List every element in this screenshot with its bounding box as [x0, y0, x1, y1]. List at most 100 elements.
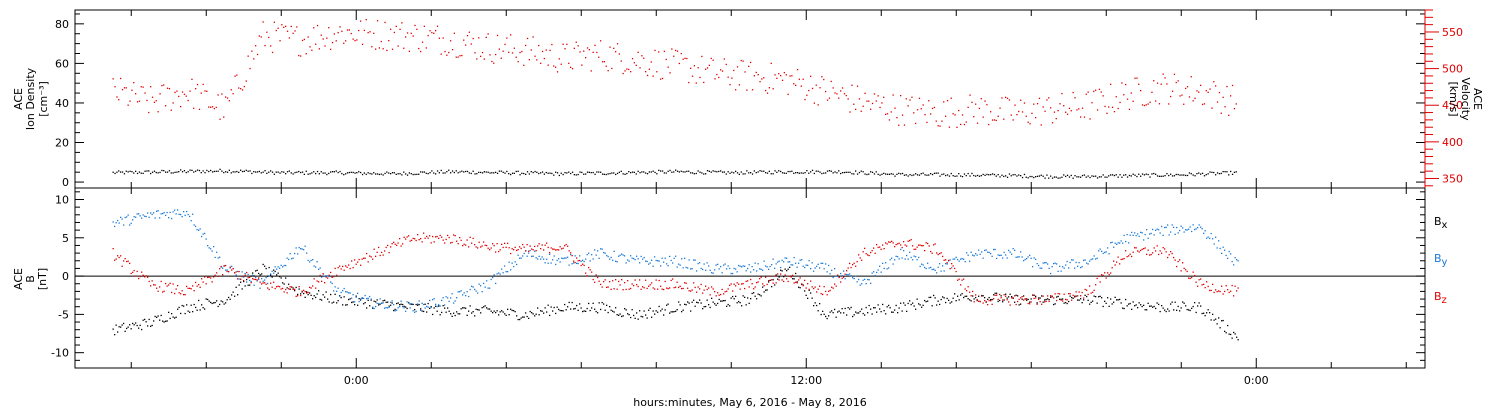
by-point-602 [1015, 256, 1017, 258]
velocity-point-309 [691, 75, 694, 77]
velocity-point-45 [196, 83, 199, 86]
bz-point-572 [970, 295, 972, 297]
velocity-point-301 [676, 50, 679, 52]
velocity-point-144 [382, 48, 384, 50]
by-point-445 [780, 266, 782, 269]
bx-point-284 [538, 314, 540, 316]
bx-point-662 [1105, 302, 1107, 304]
density-point-425 [909, 174, 911, 176]
bz-point-454 [793, 282, 795, 284]
bx-point-618 [1039, 297, 1041, 299]
velocity-point-393 [849, 111, 851, 113]
velocity-point-49 [204, 90, 206, 92]
bx-point-389 [696, 301, 698, 303]
density-point-486 [1023, 173, 1026, 176]
density-point-190 [468, 172, 470, 174]
by-point-174 [373, 307, 375, 310]
bz-point-110 [277, 285, 279, 287]
velocity-point-146 [386, 49, 388, 52]
by-point-119 [291, 258, 293, 260]
density-point-422 [903, 174, 906, 176]
density-point-180 [450, 172, 452, 174]
by-point-132 [310, 259, 312, 262]
bz-point-178 [379, 254, 381, 257]
bz-point-741 [1224, 290, 1226, 293]
velocity-point-564 [1170, 95, 1172, 98]
by-point-43 [177, 209, 179, 211]
bz-point-134 [313, 278, 315, 280]
bz-point-635 [1065, 298, 1067, 301]
by-point-546 [931, 268, 933, 271]
density-point-19 [148, 170, 150, 172]
bz-point-432 [760, 276, 762, 278]
velocity-point-95 [290, 25, 292, 28]
bz-point-527 [903, 241, 905, 243]
velocity-point-357 [781, 79, 784, 81]
by-point-648 [1084, 259, 1086, 261]
bz-point-700 [1162, 247, 1164, 249]
bx-point-386 [691, 301, 693, 303]
bz-point-476 [826, 294, 828, 296]
density-point-488 [1027, 177, 1029, 179]
bz-point-618 [1039, 301, 1041, 303]
velocity-point-588 [1215, 85, 1217, 87]
velocity-point-538 [1121, 82, 1123, 84]
bx-point-146 [331, 302, 333, 304]
by-point-352 [640, 255, 642, 258]
bx-point-56 [196, 309, 198, 311]
bz-point-310 [577, 260, 579, 262]
density-point-326 [723, 171, 725, 173]
bx-point-661 [1104, 300, 1106, 302]
by-point-574 [973, 255, 975, 257]
bx-point-482 [835, 316, 837, 318]
by-point-514 [883, 267, 885, 270]
bx-point-463 [807, 297, 809, 299]
by-point-261 [504, 265, 506, 267]
by-point-355 [645, 260, 647, 262]
bx-point-295 [555, 312, 557, 315]
density-point-264 [607, 173, 609, 175]
bz-point-34 [163, 290, 165, 292]
bx-point-493 [852, 315, 854, 318]
by-point-476 [826, 271, 828, 273]
by-point-430 [757, 263, 759, 265]
velocity-point-223 [530, 49, 532, 51]
bx-point-421 [744, 296, 746, 298]
by-point-638 [1069, 261, 1071, 264]
velocity-point-269 [616, 43, 619, 45]
bx-point-62 [205, 298, 207, 300]
velocity-point-161 [414, 24, 416, 27]
bz-point-336 [616, 288, 618, 290]
velocity-point-20 [150, 86, 152, 88]
bx-point-427 [753, 292, 755, 294]
bx-point-441 [774, 284, 776, 286]
velocity-point-345 [759, 81, 761, 83]
density-point-551 [1145, 173, 1147, 175]
by-point-346 [631, 257, 633, 259]
by-point-369 [666, 263, 668, 265]
by-point-315 [585, 258, 587, 260]
density-point-368 [802, 172, 804, 174]
velocity-point-226 [536, 59, 538, 61]
velocity-point-245 [571, 68, 574, 70]
bz-point-732 [1210, 289, 1212, 292]
velocity-point-32 [172, 102, 174, 104]
bx-point-638 [1069, 295, 1071, 297]
density-point-268 [615, 173, 617, 176]
bz-point-311 [579, 259, 581, 262]
velocity-point-267 [613, 47, 615, 49]
bz-point-350 [637, 285, 639, 288]
bx-point-621 [1044, 299, 1046, 301]
velocity-point-268 [615, 51, 617, 53]
density-point-451 [958, 173, 960, 175]
velocity-point-288 [652, 75, 654, 77]
by-point-735 [1215, 236, 1217, 238]
by-point-637 [1068, 267, 1070, 269]
bz-point-72 [220, 265, 222, 268]
velocity-point-422 [903, 124, 906, 126]
by-point-432 [760, 268, 762, 270]
by-point-222 [445, 296, 447, 298]
by-point-698 [1159, 232, 1161, 234]
by-point-44 [178, 213, 180, 215]
velocity-point-280 [637, 51, 639, 53]
